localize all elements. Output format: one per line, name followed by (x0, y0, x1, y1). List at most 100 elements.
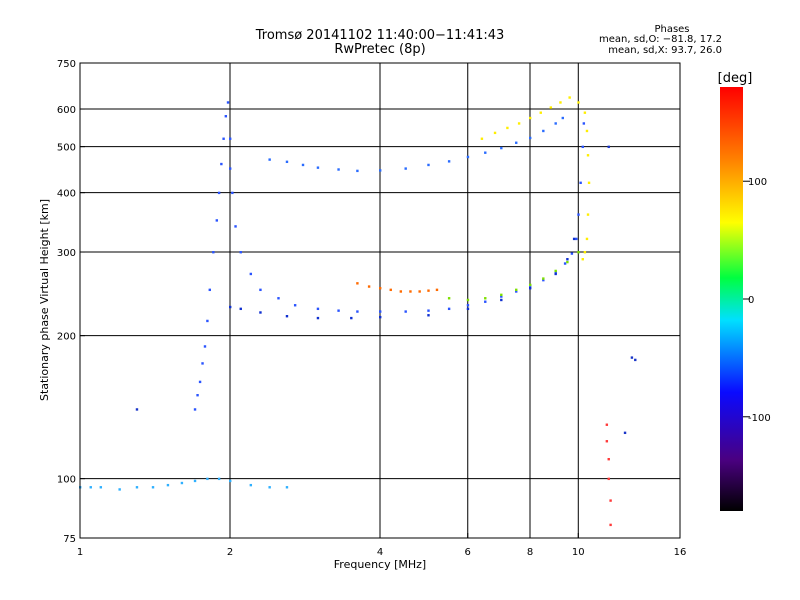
data-point (585, 237, 589, 241)
data-point (268, 158, 271, 161)
data-point (484, 297, 487, 300)
data-point (239, 251, 242, 254)
data-point (301, 163, 305, 167)
data-point (572, 237, 576, 241)
data-point (542, 129, 545, 133)
data-point (542, 278, 545, 282)
colorbar-tick-label: 100 (748, 177, 767, 188)
data-point (447, 307, 451, 311)
data-point (427, 289, 430, 292)
data-point (389, 288, 392, 292)
chart-title: Tromsø 20141102 11:40:00−11:41:43 (255, 28, 505, 43)
data-point (212, 251, 215, 254)
data-point (517, 122, 521, 125)
data-point (500, 298, 503, 302)
y-tick-label: 750 (57, 59, 76, 70)
data-point (99, 486, 103, 489)
data-point (151, 486, 155, 489)
data-point (585, 129, 589, 133)
data-point (581, 258, 584, 261)
data-point (500, 295, 503, 298)
data-point (568, 96, 571, 99)
y-tick-label: 500 (57, 143, 76, 154)
data-point (337, 309, 340, 312)
data-point (447, 297, 451, 300)
data-point (466, 307, 470, 311)
data-point (193, 408, 197, 411)
data-point (577, 251, 580, 254)
data-point (206, 319, 209, 323)
data-point (554, 269, 557, 273)
data-point (220, 162, 223, 166)
data-point (409, 290, 412, 293)
data-point (229, 137, 232, 140)
y-tick-label: 200 (57, 332, 76, 343)
data-point (529, 286, 532, 290)
stats-line-x: mean, sd,X: 93.7, 26.0 (608, 45, 722, 56)
data-point (577, 101, 580, 104)
data-point (630, 356, 634, 359)
data-point (404, 310, 407, 313)
data-point (285, 315, 289, 318)
data-point (566, 260, 569, 264)
data-point (566, 258, 569, 261)
data-point (634, 358, 637, 362)
data-point (561, 116, 564, 120)
x-tick-label: 8 (527, 547, 533, 558)
data-point (249, 483, 253, 487)
data-point (435, 288, 439, 292)
colorbar-label: [deg] (718, 71, 753, 86)
data-point (427, 314, 430, 317)
data-point (609, 523, 612, 527)
data-point (418, 290, 421, 293)
data-point (549, 106, 553, 109)
data-point (529, 283, 532, 287)
data-point (577, 213, 580, 216)
data-point (539, 111, 542, 114)
data-point (379, 315, 382, 319)
data-point (582, 122, 586, 125)
data-point (217, 477, 221, 481)
data-point (605, 440, 609, 443)
colorbar (720, 87, 743, 511)
data-point (559, 101, 562, 104)
x-tick-label: 16 (674, 547, 687, 558)
data-point (229, 167, 232, 170)
data-point (285, 160, 289, 164)
grid (80, 63, 680, 538)
data-point (607, 477, 610, 481)
data-point (356, 282, 359, 285)
data-point (206, 477, 209, 481)
data-point (579, 181, 582, 185)
data-point (554, 122, 557, 125)
data-point (500, 293, 503, 297)
y-axis-label: Stationary phase Virtual Height [km] (38, 199, 51, 401)
data-point (484, 300, 487, 303)
y-tick-label: 100 (57, 475, 76, 486)
data-point (222, 137, 225, 140)
data-point (563, 262, 567, 265)
data-point (427, 163, 430, 167)
data-point (570, 252, 574, 255)
x-tick-label: 2 (227, 547, 233, 558)
data-point (217, 191, 221, 195)
data-point (229, 305, 232, 309)
colorbar-ticks: 100 0 -100 (743, 177, 771, 424)
data-point (293, 304, 297, 307)
data-point (135, 486, 139, 489)
data-point (466, 304, 470, 307)
data-point (379, 169, 382, 172)
data-point (605, 423, 609, 426)
data-point (575, 237, 578, 241)
data-point (587, 181, 591, 185)
data-point (198, 380, 202, 384)
data-point (623, 431, 627, 435)
data-point (234, 225, 237, 228)
y-tick-label: 600 (57, 105, 76, 116)
data-point (203, 345, 207, 348)
data-point (529, 116, 532, 120)
data-point (404, 167, 407, 170)
data-point (180, 481, 184, 485)
data-point (379, 310, 382, 313)
